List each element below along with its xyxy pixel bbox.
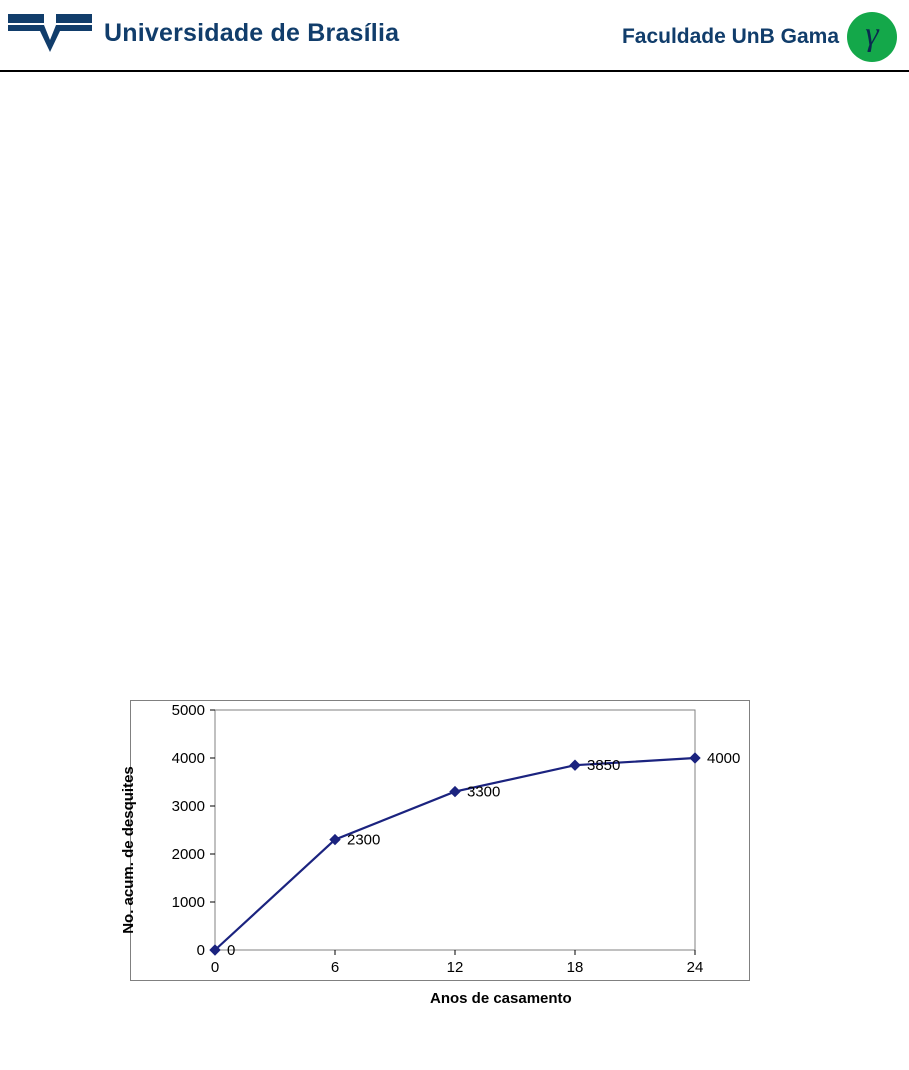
x-tick-label: 18 — [567, 959, 584, 976]
y-tick-label: 3000 — [172, 798, 205, 815]
x-tick-label: 24 — [687, 959, 704, 976]
x-tick-label: 0 — [211, 959, 219, 976]
header-right: Faculdade UnB Gama γ — [622, 12, 897, 62]
y-tick-label: 4000 — [172, 750, 205, 767]
data-label: 2300 — [347, 832, 380, 849]
university-title: Universidade de Brasília — [104, 19, 399, 48]
data-label: 3850 — [587, 757, 620, 774]
chart-svg: 0 1000 2000 3000 4000 5000 0 6 12 18 24 0 2300 3300 38… — [130, 700, 750, 1020]
y-tick-label: 0 — [197, 942, 205, 959]
x-tick-label: 12 — [447, 959, 464, 976]
faculty-label: Faculdade UnB Gama — [622, 25, 839, 49]
gamma-badge-icon: γ — [847, 12, 897, 62]
data-label: 0 — [227, 942, 235, 959]
y-axis-label: No. acum. de desquites — [120, 766, 137, 934]
data-label: 4000 — [707, 750, 740, 767]
gamma-symbol: γ — [865, 18, 878, 52]
x-tick-label: 6 — [331, 959, 339, 976]
header-left: Universidade de Brasília — [8, 14, 399, 52]
unb-logo-icon — [8, 14, 92, 52]
page-header: Universidade de Brasília Faculdade UnB G… — [0, 0, 909, 72]
x-axis-label: Anos de casamento — [430, 990, 572, 1007]
y-tick-label: 1000 — [172, 894, 205, 911]
y-tick-label: 5000 — [172, 702, 205, 719]
desquites-chart: No. acum. de desquites 01000200030004000… — [130, 700, 750, 1030]
data-label: 3300 — [467, 784, 500, 801]
y-tick-label: 2000 — [172, 846, 205, 863]
